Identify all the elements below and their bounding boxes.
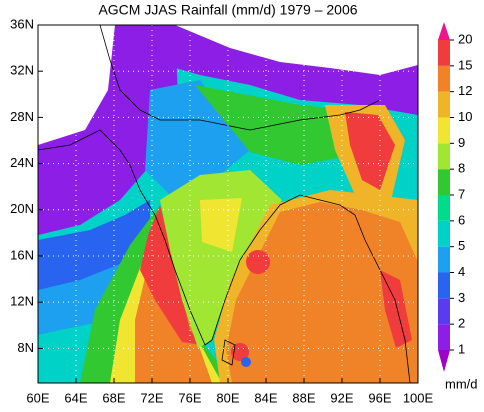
colorbar-segment: [438, 65, 450, 92]
colorbar-tick-label: 4: [458, 264, 465, 279]
colorbar-segment: [438, 91, 450, 118]
colorbar-tick-label: 8: [458, 161, 465, 176]
colorbar-tick-label: 6: [458, 212, 465, 227]
x-tick-label: 64E: [64, 390, 87, 405]
colorbar-segment: [438, 272, 450, 299]
y-tick-label: 16N: [10, 247, 34, 262]
x-tick-label: 88E: [292, 390, 315, 405]
y-tick-label: 28N: [10, 109, 34, 124]
colorbar-segment: [438, 298, 450, 325]
x-tick-label: 60E: [26, 390, 49, 405]
colorbar-segment: [438, 195, 450, 221]
x-tick-label: 100E: [403, 390, 434, 405]
colorbar-tick-label: 1: [458, 341, 465, 356]
colorbar-tick-label: 10: [458, 109, 472, 124]
y-tick-label: 8N: [17, 340, 34, 355]
colorbar-segment: [438, 40, 450, 66]
x-tick-label: 96E: [368, 390, 391, 405]
colorbar-tick-label: 15: [458, 57, 472, 72]
x-tick-label: 68E: [102, 390, 125, 405]
colorbar-tick-label: 20: [458, 31, 472, 46]
y-tick-label: 36N: [10, 16, 34, 31]
y-tick-label: 20N: [10, 201, 34, 216]
colorbar-segment: [438, 117, 450, 144]
colorbar-segment: [438, 246, 450, 273]
colorbar-segment: [438, 143, 450, 170]
x-tick-label: 72E: [140, 390, 163, 405]
coastline: [37, 24, 411, 384]
colorbar-extend-low: [438, 350, 450, 372]
y-tick-label: 12N: [10, 294, 34, 309]
colorbar-tick-label: 5: [458, 238, 465, 253]
colorbar-segment: [438, 220, 450, 247]
x-tick-label: 84E: [254, 390, 277, 405]
colorbar-tick-label: 9: [458, 135, 465, 150]
colorbar-segment: [438, 169, 450, 195]
colorbar-segment: [438, 324, 450, 350]
colorbar-tick-label: 12: [458, 83, 472, 98]
colorbar-extend-high: [438, 22, 450, 40]
rainfall-field: [38, 25, 418, 383]
colorbar-tick-label: 3: [458, 290, 465, 305]
x-tick-label: 80E: [216, 390, 239, 405]
chart-title: AGCM JJAS Rainfall (mm/d) 1979 – 2006: [98, 2, 357, 18]
y-tick-label: 24N: [10, 155, 34, 170]
colorbar-tick-label: 2: [458, 316, 465, 331]
colorbar-tick-label: 7: [458, 186, 465, 201]
y-tick-label: 32N: [10, 63, 34, 78]
x-tick-label: 92E: [330, 390, 353, 405]
x-tick-label: 76E: [178, 390, 201, 405]
colorbar-label: mm/d: [445, 376, 478, 391]
